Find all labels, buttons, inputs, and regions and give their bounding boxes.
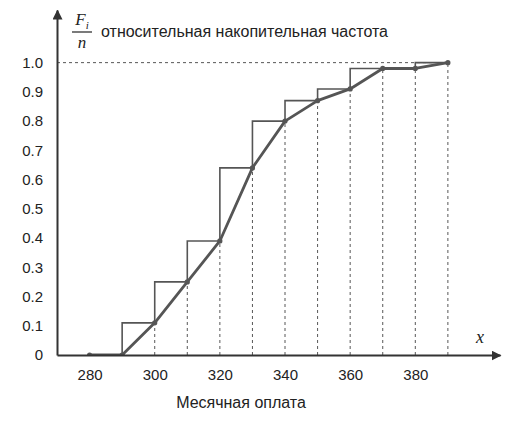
x-tick: 360 [338, 355, 363, 383]
step-line [90, 63, 448, 355]
y-axis-title: относительная накопительная частота [101, 23, 388, 40]
reference-line [57, 62, 448, 63]
x-axis: 280 300 320 340 360 380 [58, 355, 501, 383]
plot-area [57, 60, 450, 355]
point-marker [185, 279, 190, 284]
point-marker [152, 320, 157, 325]
x-tick-label: 300 [143, 366, 168, 383]
x-tick-label: 340 [273, 366, 298, 383]
y-tick: 0.2 [22, 288, 57, 305]
y-tick-label: 0.6 [22, 171, 43, 188]
drop-line [350, 89, 351, 355]
y-tick: 0.6 [22, 171, 57, 188]
x-tick: 380 [403, 355, 428, 383]
point-marker [348, 86, 353, 91]
point-marker [445, 60, 450, 65]
y-tick-label: 1.0 [22, 54, 43, 71]
point-marker [217, 238, 222, 243]
x-axis-title: Месячная оплата [176, 394, 306, 411]
cumulative-line [90, 63, 448, 355]
drop-line [285, 121, 286, 355]
y-tick-label: 0 [35, 346, 43, 363]
y-tick: 0.8 [22, 112, 57, 129]
drop-line [415, 68, 416, 355]
point-marker [380, 66, 385, 71]
point-marker [250, 165, 255, 170]
drop-line [154, 323, 155, 355]
y-tick-label: 0.3 [22, 259, 43, 276]
y-tick: 1.0 [22, 54, 57, 71]
chart: 280 300 320 340 360 380 0 0.1 0.2 0.3 0.4 0.5 0.6 0.7… [0, 0, 512, 423]
y-tick-label: 0.4 [22, 229, 43, 246]
x-tick-label: 380 [403, 366, 428, 383]
y-tick: 0.7 [22, 142, 57, 159]
y-tick: 0.1 [22, 317, 57, 334]
y-tick-label: 0.9 [22, 83, 43, 100]
point-marker [282, 119, 287, 124]
y-tick-label: 0.5 [22, 200, 43, 217]
y-symbol-subscript: i [86, 19, 89, 31]
drop-line [252, 168, 253, 355]
y-tick: 0.5 [22, 200, 57, 217]
drop-line [447, 63, 448, 355]
y-symbol: Fi [74, 10, 88, 31]
y-tick: 0.3 [22, 259, 57, 276]
y-symbol-denominator: n [78, 33, 87, 52]
y-tick-label: 0.2 [22, 288, 43, 305]
point-marker [413, 66, 418, 71]
y-axis: 0 0.1 0.2 0.3 0.4 0.5 0.6 0.7 0.8 0.9 1.0 [22, 11, 57, 364]
y-tick: 0.9 [22, 83, 57, 100]
y-tick: 0 [35, 346, 57, 363]
x-axis-line [58, 355, 501, 357]
y-tick-label: 0.7 [22, 142, 43, 159]
drop-line [382, 68, 383, 355]
x-tick: 340 [273, 355, 298, 383]
x-tick: 320 [208, 355, 233, 383]
x-tick-label: 360 [338, 366, 363, 383]
y-tick-label: 0.8 [22, 112, 43, 129]
point-marker [315, 98, 320, 103]
y-axis-line [57, 11, 59, 356]
x-tick: 300 [143, 355, 168, 383]
drop-line [317, 101, 318, 355]
x-tick-label: 320 [208, 366, 233, 383]
x-tick: 280 [78, 355, 103, 383]
y-symbol-numerator: F [74, 10, 86, 29]
drop-line [219, 241, 220, 355]
x-tick-label: 280 [78, 366, 103, 383]
y-tick-label: 0.1 [22, 317, 43, 334]
y-tick: 0.4 [22, 229, 57, 246]
drop-line [187, 282, 188, 355]
x-symbol: x [475, 327, 484, 347]
